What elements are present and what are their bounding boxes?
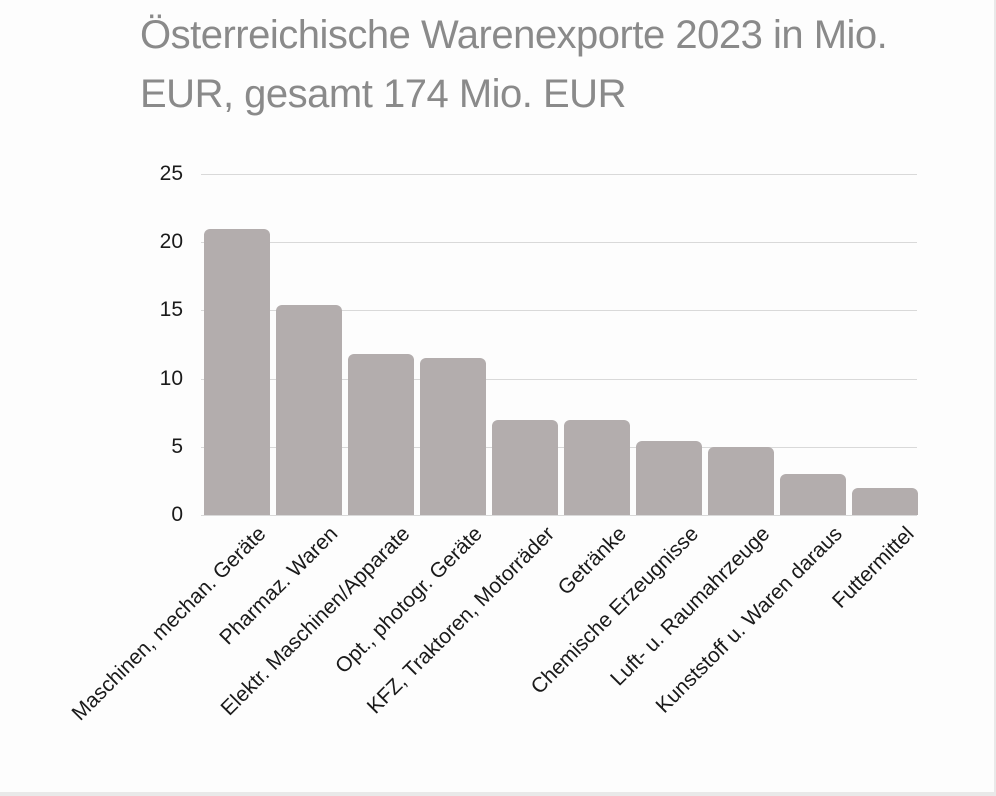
gridline — [201, 242, 917, 244]
bar — [852, 487, 918, 515]
bar — [276, 304, 342, 515]
gridline — [201, 310, 917, 312]
chart-title-line-1: Österreichische Warenexporte 2023 in Mio… — [140, 13, 888, 57]
bar — [492, 419, 558, 515]
y-axis-tick-label: 5 — [171, 434, 183, 458]
bar — [708, 446, 774, 515]
bar — [348, 354, 414, 515]
gridline — [201, 378, 917, 380]
y-axis-tick-label: 15 — [159, 298, 183, 322]
bar — [564, 419, 630, 515]
y-axis-tick-label: 25 — [159, 162, 183, 185]
gridline — [201, 515, 917, 516]
bar — [204, 228, 270, 515]
plot-area: 0 5 10 15 20 25 Maschinen, mechan. Geräte Pharm… — [68, 163, 919, 726]
chart-title-line-2: EUR, gesamt 174 Mio. EUR — [140, 72, 626, 116]
chart-title: Österreichische Warenexporte 2023 in Mio… — [140, 6, 990, 124]
y-axis-tick-label: 0 — [171, 503, 183, 526]
bar — [636, 441, 702, 515]
gridline — [201, 174, 917, 175]
gridline — [201, 446, 917, 448]
bar — [420, 358, 486, 515]
y-axis-tick-label: 10 — [159, 366, 183, 390]
bar — [780, 474, 846, 515]
y-axis-tick-label: 20 — [159, 230, 183, 254]
